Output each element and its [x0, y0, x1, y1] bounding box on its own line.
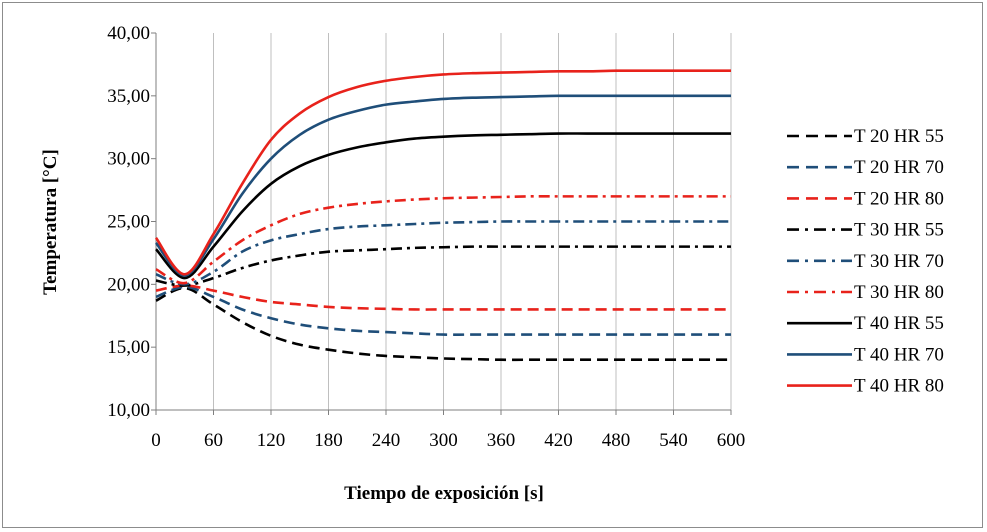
x-tick-label: 600	[717, 430, 746, 451]
y-tick-labels: 10,00 15,00 20,00 25,00 30,00 35,00 40,00	[107, 23, 150, 421]
legend-label: T 40 HR 80	[854, 376, 944, 397]
series-line-t-40-hr-70	[154, 94, 731, 277]
x-tick-labels: 0 60 120 180 240 300 360 420 480 540 600	[151, 430, 745, 451]
x-tick-label: 420	[544, 430, 573, 451]
legend-label: T 30 HR 80	[854, 282, 944, 303]
series-line-t-20-hr-70	[155, 285, 731, 336]
x-tick-label: 180	[314, 430, 343, 451]
y-tick-label: 30,00	[107, 149, 150, 170]
y-tick-label: 20,00	[107, 274, 150, 295]
legend-label: T 30 HR 55	[854, 220, 944, 241]
legend-label: T 40 HR 70	[854, 344, 944, 365]
series-line-t-30-hr-55	[155, 245, 731, 287]
y-tick-label: 40,00	[107, 23, 150, 44]
x-tick-label: 540	[659, 430, 688, 451]
series-line-t-40-hr-55	[155, 132, 731, 280]
x-tick-label: 480	[602, 430, 631, 451]
y-tick-label: 10,00	[107, 400, 150, 421]
series-line-t-40-hr-80	[154, 69, 731, 276]
x-tick-label: 360	[487, 430, 516, 451]
y-tick-label: 25,00	[107, 212, 150, 233]
x-tick-label: 0	[151, 430, 161, 451]
series-line-t-30-hr-80	[155, 195, 731, 285]
y-axis-title: Temperatura [°C]	[40, 149, 61, 295]
series-line-t-20-hr-55	[155, 286, 731, 362]
legend-label: T 30 HR 70	[854, 251, 944, 272]
series-line-t-20-hr-80	[155, 284, 731, 311]
y-tick-label: 35,00	[107, 86, 150, 107]
x-axis-title: Tiempo de exposición [s]	[344, 483, 544, 504]
legend-label: T 20 HR 55	[854, 126, 944, 147]
x-tick-label: 120	[257, 430, 286, 451]
series-line-t-30-hr-70	[155, 220, 731, 286]
x-tick-label: 60	[204, 430, 223, 451]
legend-label: T 20 HR 70	[854, 157, 944, 178]
axes	[151, 32, 732, 415]
legend: T 20 HR 55 T 20 HR 70 T 20 HR 80 T 30 HR 55…	[787, 126, 944, 397]
series-lines	[154, 69, 731, 362]
x-tick-label: 300	[429, 430, 458, 451]
legend-label: T 20 HR 80	[854, 188, 944, 209]
legend-label: T 40 HR 55	[854, 313, 944, 334]
y-tick-label: 15,00	[107, 337, 150, 358]
x-tick-label: 240	[372, 430, 401, 451]
